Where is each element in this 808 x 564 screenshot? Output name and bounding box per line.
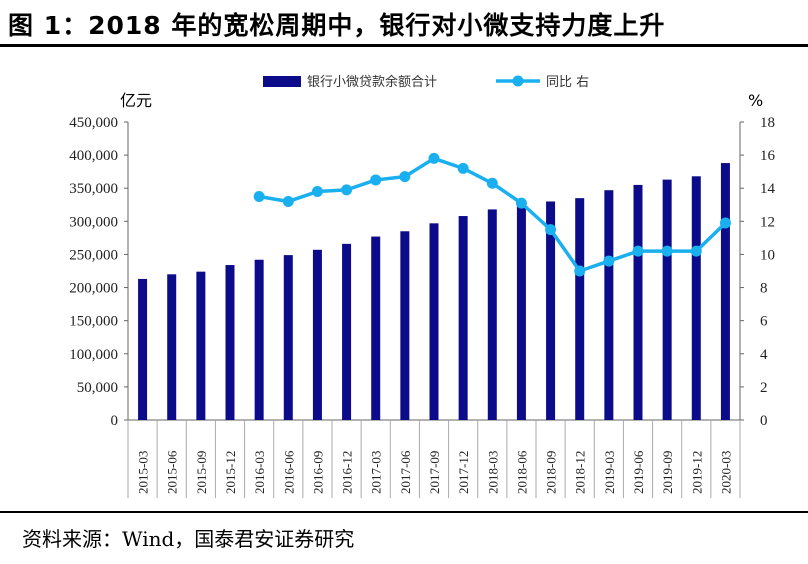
yoy-point (253, 191, 265, 202)
left-tick-label: 450,000 (69, 115, 118, 131)
bar (138, 278, 148, 420)
yoy-point (428, 152, 440, 164)
left-tick-label: 100,000 (69, 347, 118, 363)
left-tick-label: 200,000 (69, 281, 118, 297)
yoy-point (486, 177, 498, 189)
x-tick-label: 2020-03 (718, 451, 733, 494)
x-tick-label: 2019-09 (660, 451, 675, 494)
yoy-point (574, 265, 586, 277)
bar (691, 176, 701, 420)
x-tick-label: 2016-12 (340, 451, 355, 494)
bar (400, 231, 410, 420)
title-bar: 图 1：2018 年的宽松周期中，银行对小微支持力度上升 (0, 0, 808, 44)
x-tick-label: 2017-03 (369, 451, 384, 494)
x-tick-label: 2017-09 (427, 451, 442, 494)
legend-bar-swatch (263, 76, 301, 87)
right-axis-unit: % (748, 91, 763, 110)
legend-line-marker (512, 75, 524, 87)
left-tick-label: 150,000 (69, 314, 118, 330)
x-tick-label: 2017-12 (456, 451, 471, 494)
yoy-point (719, 217, 731, 229)
chart-svg: 0 50,000 100,000 150,000 200,000 250,000 300,0… (69, 74, 776, 498)
yoy-point (399, 171, 411, 183)
x-tick-label: 2017-06 (398, 450, 413, 494)
yoy-point (603, 255, 615, 267)
right-tick-label: 8 (760, 281, 768, 297)
bar (546, 201, 556, 420)
yoy-point (632, 245, 644, 257)
x-tick-label: 2015-06 (165, 450, 180, 494)
bottom-rule (0, 511, 808, 513)
left-tick-label: 300,000 (69, 214, 118, 230)
right-tick-label: 12 (760, 214, 775, 230)
source-note: 资料来源：Wind，国泰君安证券研究 (22, 527, 355, 551)
x-tick-label: 2016-09 (310, 451, 325, 494)
yoy-point (282, 195, 294, 207)
left-tick-label: 250,000 (69, 247, 118, 263)
x-tick-label: 2016-06 (281, 450, 296, 494)
left-axis-unit: 亿元 (120, 91, 152, 110)
x-tick-label: 2018-06 (514, 450, 529, 494)
x-tick-label: 2015-03 (136, 451, 151, 494)
bar (312, 249, 322, 420)
bar (371, 236, 381, 420)
x-tick-label: 2015-09 (194, 451, 209, 494)
right-tick-label: 0 (760, 413, 768, 429)
x-tick-label: 2018-09 (544, 451, 559, 494)
bar (283, 255, 293, 420)
x-tick-label: 2019-03 (602, 451, 617, 494)
top-rule (0, 44, 808, 47)
right-tick-label: 10 (760, 247, 775, 263)
x-tick-label: 2018-03 (485, 451, 500, 494)
yoy-point (457, 162, 469, 174)
right-tick-label: 18 (760, 115, 775, 131)
yoy-point (311, 186, 323, 198)
bar (225, 265, 235, 420)
bar (633, 184, 643, 420)
left-tick-label: 350,000 (69, 181, 118, 197)
left-tick-label: 0 (111, 413, 119, 429)
yoy-point (370, 174, 382, 186)
x-tick-label: 2018-12 (573, 451, 588, 494)
bar (196, 271, 206, 420)
right-tick-label: 14 (760, 181, 776, 197)
bar (167, 274, 177, 420)
x-tick-label: 2015-12 (223, 451, 238, 494)
right-tick-label: 6 (760, 314, 768, 330)
bar (575, 198, 585, 420)
right-tick-label: 2 (760, 380, 768, 396)
legend-line-label: 同比 右 (546, 75, 589, 90)
x-tick-label: 2019-06 (631, 450, 646, 494)
bar (516, 203, 526, 420)
x-tick-label: 2016-03 (252, 451, 267, 494)
yoy-point (341, 184, 353, 196)
bar (254, 259, 264, 420)
yoy-point (661, 245, 673, 257)
bar (720, 163, 730, 420)
left-tick-label: 400,000 (69, 148, 118, 164)
bar (662, 179, 672, 420)
yoy-point (690, 245, 702, 257)
bar (487, 209, 497, 420)
yoy-point (545, 224, 557, 236)
yoy-point (515, 197, 527, 209)
figure-title: 图 1：2018 年的宽松周期中，银行对小微支持力度上升 (8, 11, 666, 40)
bar (604, 190, 614, 420)
bar (429, 223, 439, 420)
bar (342, 243, 352, 420)
right-tick-label: 4 (760, 347, 768, 363)
left-tick-label: 50,000 (77, 380, 118, 396)
right-tick-label: 16 (760, 148, 776, 164)
legend-bar-label: 银行小微贷款余额合计 (307, 74, 437, 90)
bar (458, 216, 468, 420)
x-tick-label: 2019-12 (689, 451, 704, 494)
